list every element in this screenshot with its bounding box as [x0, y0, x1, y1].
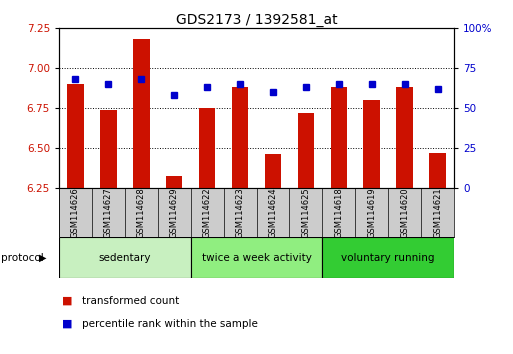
Bar — [166, 176, 183, 188]
Text: protocol: protocol — [1, 252, 43, 263]
Bar — [330, 87, 347, 188]
Bar — [232, 87, 248, 188]
Text: transformed count: transformed count — [82, 296, 180, 306]
Text: GSM114621: GSM114621 — [433, 187, 442, 238]
Title: GDS2173 / 1392581_at: GDS2173 / 1392581_at — [175, 13, 338, 27]
Bar — [322, 237, 454, 278]
Text: GSM114626: GSM114626 — [71, 187, 80, 238]
Bar — [133, 40, 149, 188]
Text: GSM114625: GSM114625 — [301, 187, 310, 238]
Text: voluntary running: voluntary running — [342, 252, 435, 263]
Text: GSM114629: GSM114629 — [170, 187, 179, 238]
Text: ■: ■ — [62, 296, 72, 306]
Text: GSM114620: GSM114620 — [400, 187, 409, 238]
Text: GSM114628: GSM114628 — [137, 187, 146, 238]
Bar — [265, 154, 281, 188]
Bar — [191, 237, 322, 278]
Text: ■: ■ — [62, 319, 72, 329]
Text: GSM114624: GSM114624 — [268, 187, 278, 238]
Bar — [364, 100, 380, 188]
Bar — [429, 153, 446, 188]
Bar — [298, 113, 314, 188]
Text: GSM114618: GSM114618 — [334, 187, 343, 238]
Text: GSM114623: GSM114623 — [235, 187, 245, 238]
Text: sedentary: sedentary — [98, 252, 151, 263]
Bar — [100, 110, 116, 188]
Bar — [199, 108, 215, 188]
Text: GSM114627: GSM114627 — [104, 187, 113, 238]
Text: GSM114622: GSM114622 — [203, 187, 212, 238]
Bar — [67, 84, 84, 188]
Text: GSM114619: GSM114619 — [367, 187, 376, 238]
Bar — [59, 237, 191, 278]
Text: percentile rank within the sample: percentile rank within the sample — [82, 319, 258, 329]
Bar — [397, 87, 413, 188]
Text: ▶: ▶ — [38, 252, 46, 263]
Text: twice a week activity: twice a week activity — [202, 252, 311, 263]
